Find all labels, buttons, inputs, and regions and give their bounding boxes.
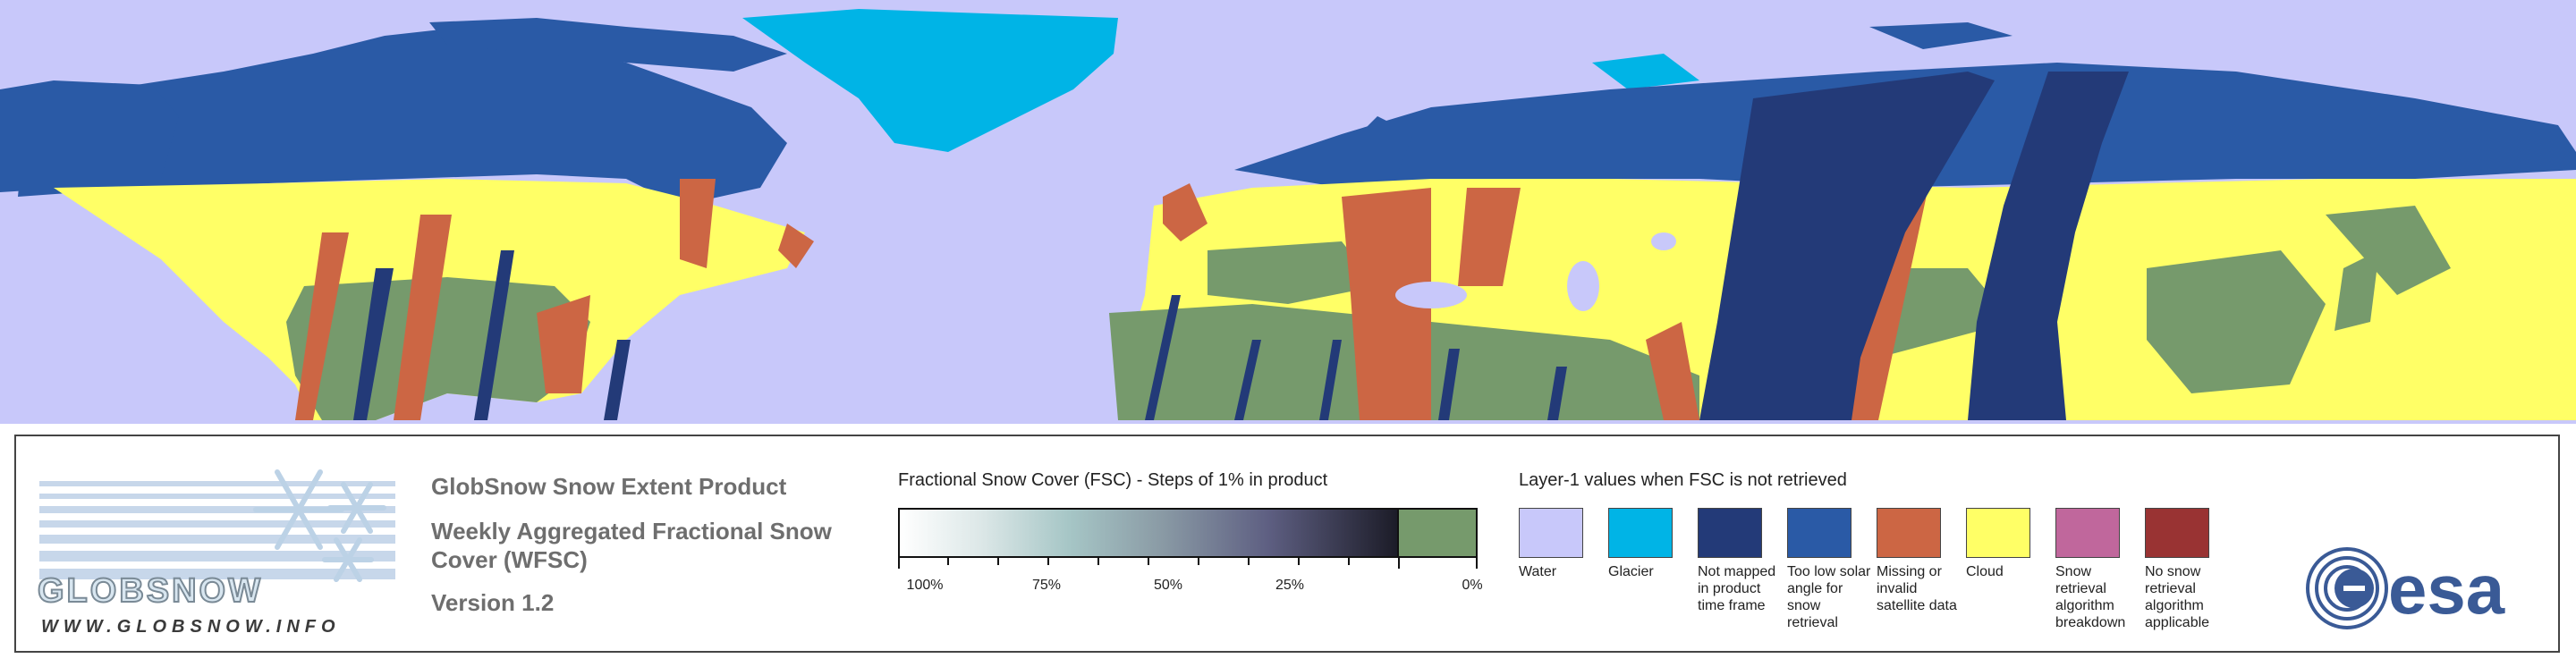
not-mapped-swatch <box>1698 508 1762 558</box>
globsnow-wordmark: GLOBSNOW <box>37 571 263 611</box>
no-algorithm-label: No snow retrieval algorithm applicable <box>2145 564 2210 630</box>
not-mapped-swath-1 <box>1699 72 1995 420</box>
missing-label: Missing or invalid satellite data <box>1877 564 1957 613</box>
not-mapped-swath-2 <box>1968 72 2129 420</box>
water-swatch <box>1519 508 1583 558</box>
greenland-glacier <box>742 9 1118 152</box>
fsc-tick-75: 75% <box>1031 578 1062 593</box>
breakdown-label: Snow retrieval algorithm breakdown <box>2055 564 2126 630</box>
breakdown-swatch <box>2055 508 2120 558</box>
snow-cover-map <box>0 0 2576 424</box>
legend-item-no-algorithm: No snow retrieval algorithm applicable <box>2145 508 2231 631</box>
north-america-north <box>18 27 787 206</box>
product-title: GlobSnow Snow Extent Product <box>431 473 787 500</box>
low-solar-label: Too low solar angle for snow retrieval <box>1787 564 1871 630</box>
legend-item-glacier: Glacier <box>1608 508 1694 580</box>
low-solar-swatch <box>1787 508 1852 558</box>
fsc-tick-50: 50% <box>1153 578 1183 593</box>
legend-item-water: Water <box>1519 508 1605 580</box>
alaska <box>0 80 179 192</box>
esa-wordmark: esa <box>2388 550 2505 629</box>
legend-item-cloud: Cloud <box>1966 508 2052 580</box>
no-algorithm-swatch <box>2145 508 2209 558</box>
cloud-label: Cloud <box>1966 564 2004 579</box>
not-mapped-label: Not mapped in product time frame <box>1698 564 1776 613</box>
fsc-tick-marks <box>898 558 1478 569</box>
fsc-legend-title: Fractional Snow Cover (FSC) - Steps of 1… <box>898 470 1328 490</box>
layer1-legend-title: Layer-1 values when FSC is not retrieved <box>1519 470 1847 490</box>
globsnow-logo <box>39 463 395 606</box>
glacier-swatch <box>1608 508 1673 558</box>
fsc-zero-swatch <box>1399 508 1478 558</box>
legend-item-missing: Missing or invalid satellite data <box>1877 508 1962 614</box>
legend-item-not-mapped: Not mapped in product time frame <box>1698 508 1784 614</box>
snowflake-icon <box>253 469 386 582</box>
esa-globe-icon <box>2306 547 2388 629</box>
fsc-tick-100: 100% <box>906 578 944 593</box>
water-label: Water <box>1519 564 1557 579</box>
version-label: Version 1.2 <box>431 589 555 616</box>
fsc-tick-0: 0% <box>1462 578 1483 593</box>
cloud-swatch <box>1966 508 2030 558</box>
globsnow-url: WWW.GLOBSNOW.INFO <box>41 617 341 637</box>
product-subtitle-line2: Cover (WFSC) <box>431 546 588 573</box>
legend-item-low-solar: Too low solar angle for snow retrieval <box>1787 508 1873 631</box>
legend-panel: GLOBSNOW WWW.GLOBSNOW.INFO GlobSnow Snow… <box>14 435 2560 653</box>
fsc-tick-25: 25% <box>1275 578 1305 593</box>
glacier-label: Glacier <box>1608 564 1654 579</box>
fsc-color-bar <box>898 508 1399 558</box>
missing-swatch <box>1877 508 1941 558</box>
esa-logo: esa <box>2302 544 2544 633</box>
product-subtitle-line1: Weekly Aggregated Fractional Snow <box>431 518 832 545</box>
legend-item-breakdown: Snow retrieval algorithm breakdown <box>2055 508 2141 631</box>
